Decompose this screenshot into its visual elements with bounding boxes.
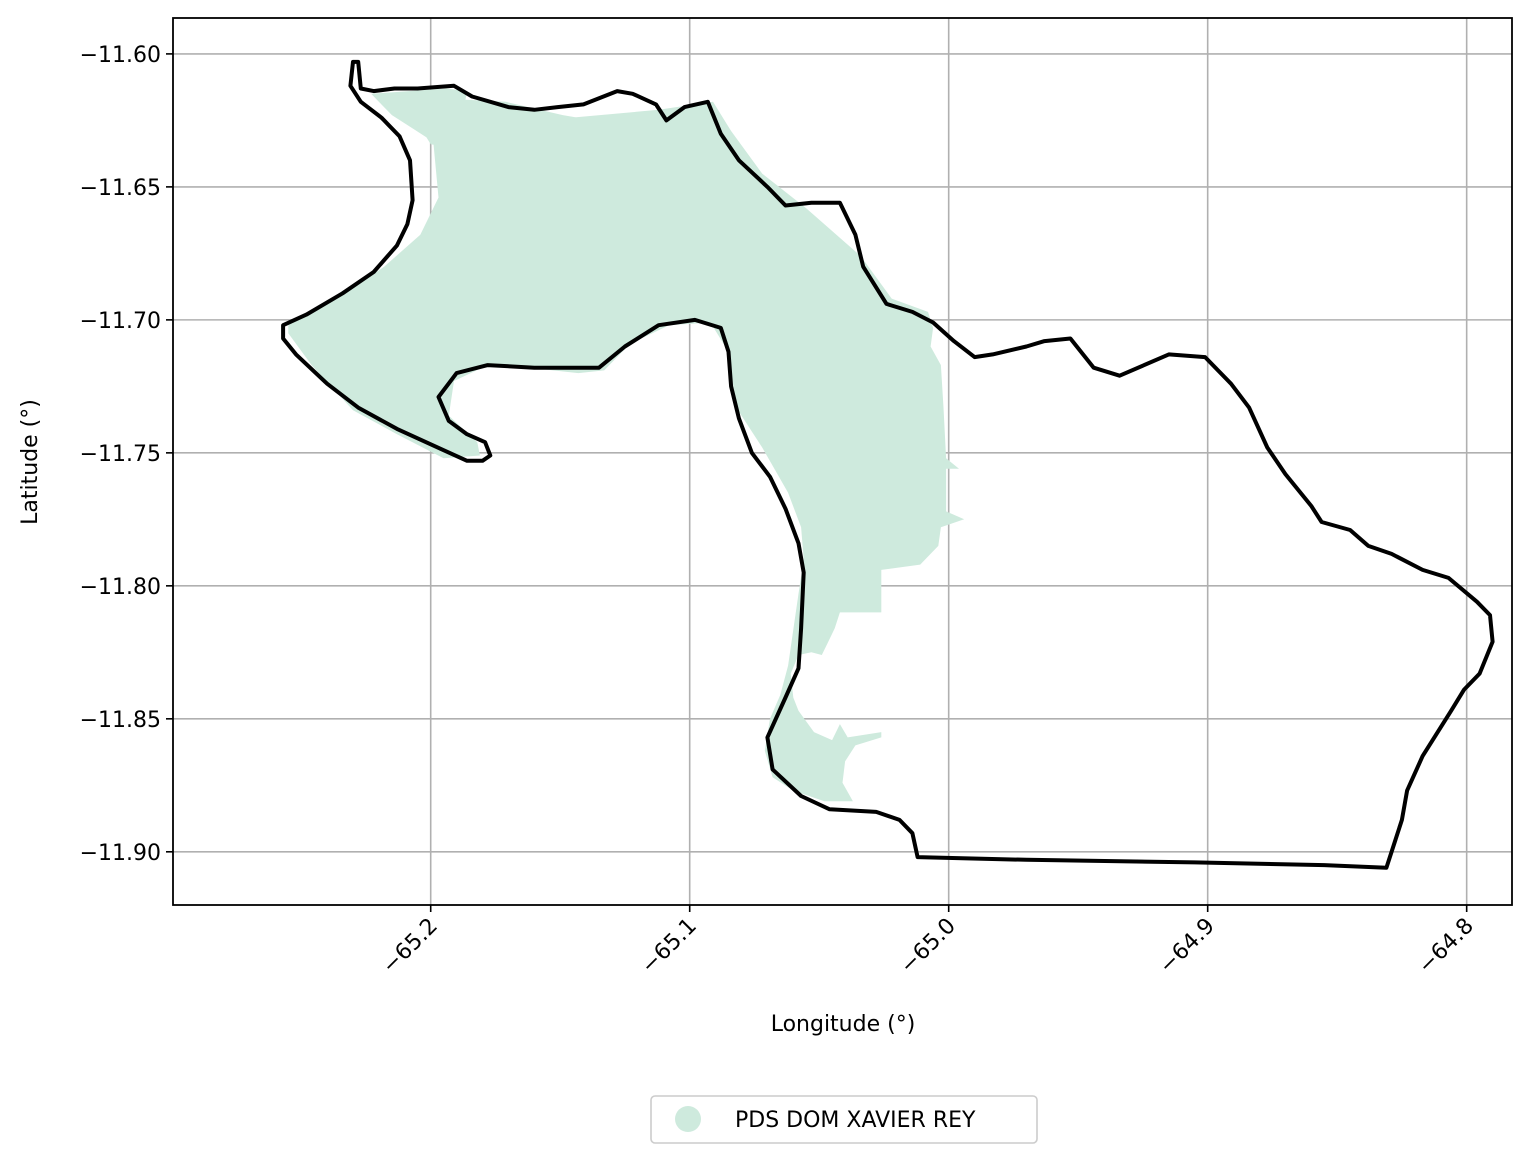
y-tick-label: −11.60 [80, 43, 161, 68]
boundary-outline [281, 59, 1495, 870]
x-axis-label: Longitude (°) [771, 1012, 916, 1037]
settlement-area-polygon [288, 88, 965, 802]
y-tick-label: −11.70 [80, 309, 161, 334]
map-layers [281, 59, 1495, 870]
y-tick-label: −11.65 [80, 176, 161, 201]
y-tick-label: −11.75 [80, 442, 161, 467]
y-tick-label: −11.80 [80, 575, 161, 600]
legend-box [650, 1095, 1038, 1144]
legend-marker-circle-icon [675, 1106, 701, 1132]
y-axis-label: Latitude (°) [18, 399, 43, 525]
legend-label: PDS DOM XAVIER REY [735, 1108, 976, 1133]
y-tick-label: −11.85 [80, 708, 161, 733]
legend: PDS DOM XAVIER REY [650, 1095, 1038, 1144]
y-tick-label: −11.90 [80, 841, 161, 866]
y-axis-ticks: −11.60 −11.65 −11.70 −11.75 −11.80 −11.85 −11.… [80, 43, 173, 866]
plot-frame [172, 17, 1513, 906]
